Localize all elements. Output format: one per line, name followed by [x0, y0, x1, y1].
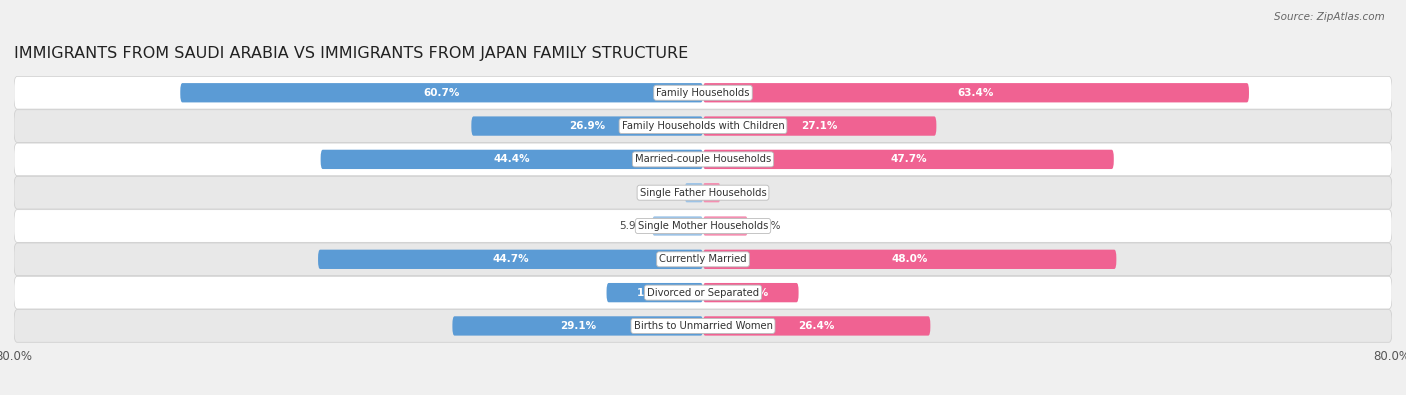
Text: 2.0%: 2.0%	[727, 188, 754, 198]
FancyBboxPatch shape	[14, 177, 1392, 209]
FancyBboxPatch shape	[14, 310, 1392, 342]
Text: Family Households with Children: Family Households with Children	[621, 121, 785, 131]
FancyBboxPatch shape	[180, 83, 703, 102]
Text: IMMIGRANTS FROM SAUDI ARABIA VS IMMIGRANTS FROM JAPAN FAMILY STRUCTURE: IMMIGRANTS FROM SAUDI ARABIA VS IMMIGRAN…	[14, 46, 689, 61]
Text: 5.9%: 5.9%	[619, 221, 645, 231]
Text: 44.7%: 44.7%	[492, 254, 529, 264]
Text: Family Households: Family Households	[657, 88, 749, 98]
FancyBboxPatch shape	[471, 117, 703, 136]
FancyBboxPatch shape	[606, 283, 703, 302]
Text: Currently Married: Currently Married	[659, 254, 747, 264]
Text: Source: ZipAtlas.com: Source: ZipAtlas.com	[1274, 12, 1385, 22]
FancyBboxPatch shape	[685, 183, 703, 202]
FancyBboxPatch shape	[14, 210, 1392, 242]
FancyBboxPatch shape	[453, 316, 703, 336]
Text: 48.0%: 48.0%	[891, 254, 928, 264]
Text: 60.7%: 60.7%	[423, 88, 460, 98]
Text: 27.1%: 27.1%	[801, 121, 838, 131]
FancyBboxPatch shape	[321, 150, 703, 169]
FancyBboxPatch shape	[703, 216, 748, 236]
Text: Single Mother Households: Single Mother Households	[638, 221, 768, 231]
FancyBboxPatch shape	[703, 117, 936, 136]
FancyBboxPatch shape	[14, 143, 1392, 176]
Text: 44.4%: 44.4%	[494, 154, 530, 164]
Text: 29.1%: 29.1%	[560, 321, 596, 331]
FancyBboxPatch shape	[703, 316, 931, 336]
Text: 2.1%: 2.1%	[651, 188, 678, 198]
Text: Married-couple Households: Married-couple Households	[636, 154, 770, 164]
Text: 11.1%: 11.1%	[733, 288, 769, 298]
FancyBboxPatch shape	[14, 110, 1392, 142]
FancyBboxPatch shape	[703, 183, 720, 202]
FancyBboxPatch shape	[703, 250, 1116, 269]
FancyBboxPatch shape	[14, 276, 1392, 309]
Text: 26.4%: 26.4%	[799, 321, 835, 331]
FancyBboxPatch shape	[703, 283, 799, 302]
Text: Divorced or Separated: Divorced or Separated	[647, 288, 759, 298]
Text: Births to Unmarried Women: Births to Unmarried Women	[634, 321, 772, 331]
FancyBboxPatch shape	[318, 250, 703, 269]
FancyBboxPatch shape	[652, 216, 703, 236]
Text: 26.9%: 26.9%	[569, 121, 605, 131]
FancyBboxPatch shape	[703, 150, 1114, 169]
FancyBboxPatch shape	[14, 243, 1392, 276]
Text: Single Father Households: Single Father Households	[640, 188, 766, 198]
Text: 11.2%: 11.2%	[637, 288, 673, 298]
FancyBboxPatch shape	[14, 76, 1392, 109]
Text: 63.4%: 63.4%	[957, 88, 994, 98]
Text: 5.2%: 5.2%	[755, 221, 782, 231]
FancyBboxPatch shape	[703, 83, 1249, 102]
Text: 47.7%: 47.7%	[890, 154, 927, 164]
